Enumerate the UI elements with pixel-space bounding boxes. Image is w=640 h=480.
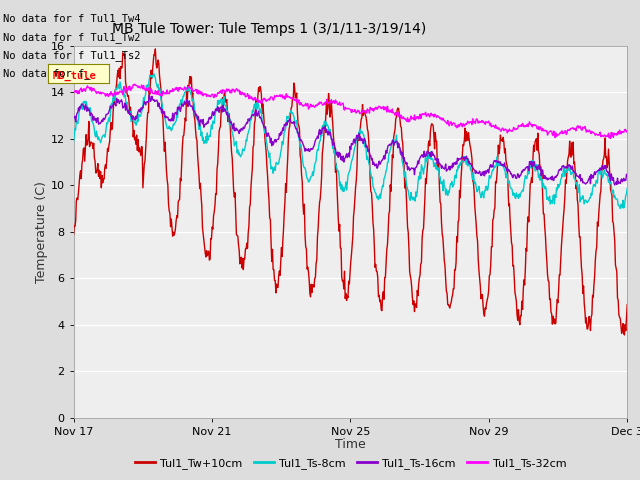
Legend: Tul1_Tw+10cm, Tul1_Ts-8cm, Tul1_Ts-16cm, Tul1_Ts-32cm: Tul1_Tw+10cm, Tul1_Ts-8cm, Tul1_Ts-16cm,…	[130, 454, 571, 473]
Text: No data for f Tul1_Tw2: No data for f Tul1_Tw2	[3, 32, 141, 43]
Text: No data for f Tul1_Ts2: No data for f Tul1_Ts2	[3, 50, 141, 61]
Text: No data for f_: No data for f_	[3, 68, 91, 79]
Text: MB Tule Tower: Tule Temps 1 (3/1/11-3/19/14): MB Tule Tower: Tule Temps 1 (3/1/11-3/19…	[111, 22, 426, 36]
X-axis label: Time: Time	[335, 438, 366, 451]
Text: MB_tule: MB_tule	[53, 71, 97, 81]
Text: No data for f Tul1_Tw4: No data for f Tul1_Tw4	[3, 13, 141, 24]
Y-axis label: Temperature (C): Temperature (C)	[35, 180, 47, 283]
